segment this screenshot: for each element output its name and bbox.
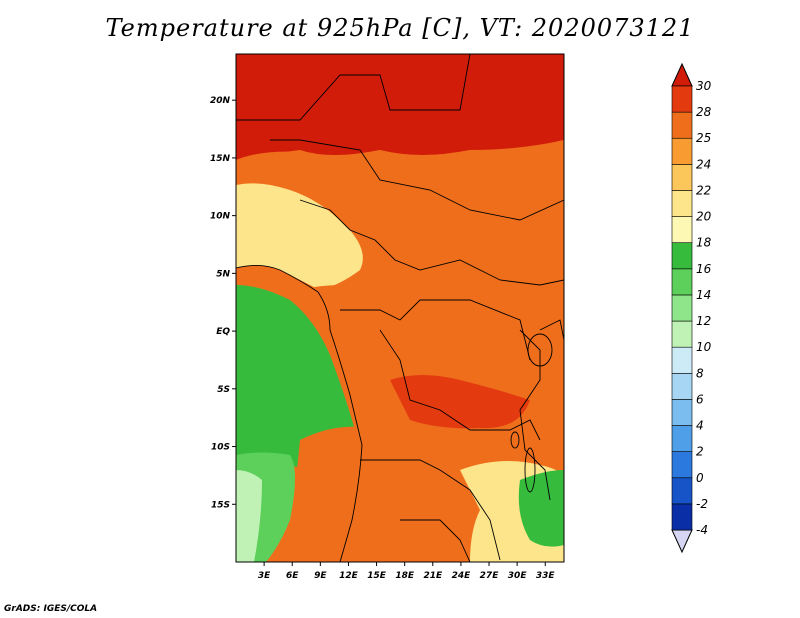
y-tick-label: 5N bbox=[216, 269, 230, 279]
colorbar-segment bbox=[671, 477, 693, 505]
temperature-field bbox=[236, 54, 564, 562]
region-far-southwest bbox=[236, 470, 262, 562]
border-line bbox=[539, 319, 564, 341]
colorbar-label: -4 bbox=[696, 523, 708, 537]
x-tick-label: 6E bbox=[286, 571, 299, 581]
border-line bbox=[236, 265, 363, 446]
grads-credit: GrADS: IGES/COLA bbox=[4, 604, 98, 614]
y-tick-label: EQ bbox=[216, 327, 230, 337]
border-line bbox=[270, 139, 564, 221]
colorbar-segment bbox=[671, 137, 693, 165]
x-tick-label: 30E bbox=[508, 571, 528, 581]
colorbar-label: 6 bbox=[696, 392, 704, 406]
colorbar-segment bbox=[671, 190, 693, 217]
colorbar-bottom-arrow bbox=[671, 529, 693, 554]
colorbar-segment bbox=[671, 85, 693, 113]
colorbar-top-arrow bbox=[671, 62, 693, 87]
colorbar-segment bbox=[671, 294, 693, 322]
border-line bbox=[360, 459, 501, 561]
chart-title: Temperature at 925hPa [C], VT: 202007312… bbox=[105, 14, 695, 42]
colorbar-label: 2 bbox=[696, 445, 704, 459]
colorbar-segment bbox=[671, 425, 693, 452]
colorbar-label: 24 bbox=[696, 157, 711, 171]
colorbar-segment bbox=[671, 216, 693, 244]
border-line bbox=[339, 444, 363, 562]
colorbar-label: 30 bbox=[696, 79, 712, 93]
y-tick-label: 5S bbox=[217, 385, 230, 395]
lake-outline bbox=[527, 333, 553, 367]
colorbar-label: 28 bbox=[696, 105, 712, 119]
border-line bbox=[519, 329, 551, 501]
border-line bbox=[236, 54, 471, 121]
x-tick-label: 12E bbox=[339, 571, 359, 581]
x-tick-label: 27E bbox=[480, 571, 500, 581]
y-axis: 20N 15N 10N 5N EQ 5S 10S 15S bbox=[210, 96, 236, 510]
x-tick-label: 18E bbox=[395, 571, 415, 581]
colorbar-label: 22 bbox=[696, 183, 711, 197]
map-frame bbox=[235, 53, 565, 563]
colorbar-segment bbox=[671, 451, 693, 479]
x-tick-label: 24E bbox=[452, 571, 472, 581]
x-tick-label: 21E bbox=[423, 571, 443, 581]
lake-outline bbox=[510, 431, 520, 449]
colorbar-segment bbox=[671, 503, 693, 531]
y-tick-label: 15N bbox=[210, 154, 231, 164]
y-tick-label: 10N bbox=[210, 212, 231, 222]
region-north-band bbox=[236, 54, 564, 160]
colorbar-segment bbox=[671, 111, 693, 139]
region-angola-plateau bbox=[295, 426, 520, 546]
colorbar-label: -2 bbox=[696, 497, 708, 511]
x-tick-label: 9E bbox=[314, 571, 327, 581]
border-line bbox=[379, 329, 541, 441]
colorbar-segment bbox=[671, 399, 693, 426]
x-axis: 3E 6E 9E 12E 15E 18E 21E 24E 27E 30E 33E bbox=[258, 562, 556, 581]
colorbar-label: 20 bbox=[696, 210, 712, 224]
colorbar-label: 0 bbox=[696, 471, 704, 485]
x-tick-label: 15E bbox=[367, 571, 387, 581]
region-atlantic-gulf bbox=[236, 285, 355, 470]
colorbar-segment bbox=[671, 320, 693, 348]
y-tick-label: 10S bbox=[211, 443, 230, 453]
colorbar-segment bbox=[671, 372, 693, 400]
y-tick-label: 20N bbox=[210, 96, 231, 106]
colorbar-label: 8 bbox=[696, 366, 704, 380]
border-line bbox=[340, 299, 531, 361]
region-west-african-coast bbox=[236, 183, 363, 290]
x-tick-label: 33E bbox=[536, 571, 556, 581]
border-line bbox=[299, 199, 564, 286]
region-lake-malawi-area bbox=[518, 470, 564, 547]
colorbar-label: 10 bbox=[696, 340, 712, 354]
x-tick-label: 3E bbox=[258, 571, 271, 581]
colorbar-label: 18 bbox=[696, 236, 712, 250]
colorbar-label: 12 bbox=[696, 314, 711, 328]
y-tick-label: 15S bbox=[211, 500, 230, 510]
colorbar-label: 14 bbox=[696, 288, 711, 302]
colorbar-label: 25 bbox=[696, 131, 711, 145]
colorbar-segment bbox=[671, 164, 693, 191]
lake-outline bbox=[524, 447, 536, 493]
colorbar-label: 16 bbox=[696, 262, 712, 276]
region-southern-congo bbox=[390, 375, 530, 429]
colorbar-segment bbox=[671, 242, 693, 270]
colorbar-segment bbox=[671, 268, 693, 296]
colorbar-segment bbox=[671, 346, 693, 374]
colorbar-label: 4 bbox=[696, 419, 704, 433]
border-line bbox=[400, 519, 471, 562]
country-borders bbox=[236, 54, 564, 562]
